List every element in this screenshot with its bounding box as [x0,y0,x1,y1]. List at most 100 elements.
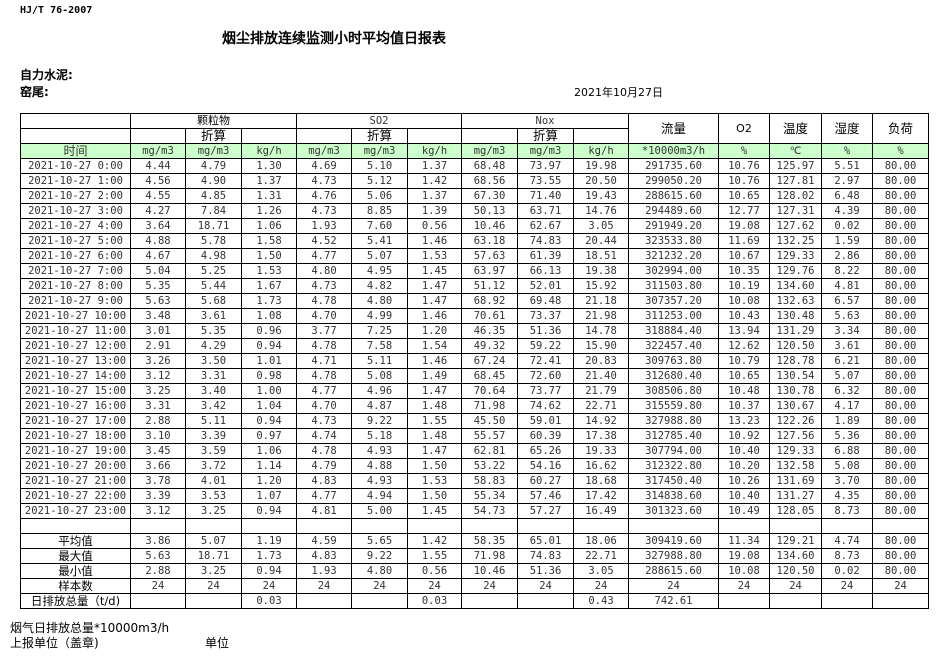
value-cell: 4.83 [296,473,353,489]
time-cell: 2021-10-27 7:00 [20,263,131,279]
value-cell: 1.39 [407,203,463,219]
summary-value [718,593,771,609]
summary-value: 3.25 [185,563,242,579]
value-cell: 1.08 [240,308,298,324]
summary-value: 58.35 [461,533,519,549]
summary-value: 24 [461,578,519,594]
empty-cell [351,518,409,534]
summary-value: 5.65 [351,533,409,549]
summary-value: 9.22 [351,548,409,564]
time-cell: 2021-10-27 22:00 [20,488,131,504]
header-time: 时间 [20,143,131,159]
value-cell: 4.01 [185,473,242,489]
value-cell: 80.00 [872,173,930,189]
empty-cell [407,518,463,534]
value-cell: 67.30 [461,188,519,204]
value-cell: 10.26 [718,473,771,489]
value-cell: 80.00 [872,383,930,399]
unit-cell: mg/m3 [185,143,242,159]
value-cell: 1.01 [240,353,298,369]
value-cell: 3.31 [130,398,186,414]
summary-label: 平均值 [20,533,131,549]
value-cell: 73.37 [517,308,575,324]
value-cell: 129.33 [769,248,823,264]
value-cell: 14.78 [573,323,630,339]
table-row: 2021-10-27 15:00 3.25 3.40 1.00 4.77 4.96 1.47… [20,383,930,399]
table-row: 2021-10-27 18:00 3.10 3.39 0.97 4.74 5.18 1.48… [20,428,930,444]
summary-label: 样本数 [20,578,131,594]
value-cell: 291735.60 [628,158,720,174]
value-cell: 22.71 [573,398,630,414]
value-cell: 7.58 [351,338,409,354]
value-cell: 4.90 [185,173,242,189]
table-row: 2021-10-27 20:00 3.66 3.72 1.14 4.79 4.88 1.50… [20,458,930,474]
value-cell: 1.45 [407,503,463,519]
summary-value: 129.21 [769,533,823,549]
value-cell: 57.63 [461,248,519,264]
value-cell: 68.56 [461,173,519,189]
value-cell: 63.71 [517,203,575,219]
value-cell: 2.97 [821,173,874,189]
value-cell: 134.60 [769,278,823,294]
value-cell: 4.78 [296,368,353,384]
value-cell: 4.78 [296,338,353,354]
empty-cell [821,518,874,534]
value-cell: 122.26 [769,413,823,429]
value-cell: 12.77 [718,203,771,219]
value-cell: 80.00 [872,458,930,474]
value-cell: 4.70 [296,398,353,414]
value-cell: 46.35 [461,323,519,339]
value-cell: 0.96 [240,323,298,339]
summary-label: 最大值 [20,548,131,564]
value-cell: 5.35 [185,323,242,339]
unit-row: 时间 mg/m3 mg/m3 kg/h mg/m3 mg/m3 kg/h mg/m3 mg/m3… [20,143,930,159]
time-cell: 2021-10-27 6:00 [20,248,131,264]
value-cell: 10.46 [461,218,519,234]
empty-cell [185,518,242,534]
time-cell: 2021-10-27 18:00 [20,428,131,444]
unit-cell: kg/h [407,143,463,159]
value-cell: 1.53 [407,473,463,489]
value-cell: 1.20 [240,473,298,489]
value-cell: 5.07 [351,248,409,264]
value-cell: 120.50 [769,338,823,354]
summary-label: 日排放总量（t/d) [20,593,131,609]
summary-value: 1.93 [296,563,353,579]
summary-value: 0.03 [407,593,463,609]
value-cell: 52.01 [517,278,575,294]
value-cell: 4.78 [296,293,353,309]
value-cell: 80.00 [872,218,930,234]
value-cell: 20.83 [573,353,630,369]
value-cell: 3.64 [130,218,186,234]
value-cell: 131.29 [769,323,823,339]
unit-cell: ℃ [769,143,823,159]
value-cell: 54.16 [517,458,575,474]
value-cell: 131.27 [769,488,823,504]
summary-value: 80.00 [872,533,930,549]
value-cell: 314838.60 [628,488,720,504]
value-cell: 65.26 [517,443,575,459]
value-cell: 302994.00 [628,263,720,279]
value-cell: 3.72 [185,458,242,474]
value-cell: 1.47 [407,443,463,459]
value-cell: 130.54 [769,368,823,384]
value-cell: 1.37 [407,158,463,174]
value-cell: 10.65 [718,188,771,204]
summary-value [769,593,823,609]
value-cell: 74.83 [517,233,575,249]
value-cell: 4.39 [821,203,874,219]
value-cell: 1.20 [407,323,463,339]
value-cell: 127.31 [769,203,823,219]
unit-cell: % [872,143,930,159]
value-cell: 10.67 [718,248,771,264]
value-cell: 80.00 [872,323,930,339]
table-row: 2021-10-27 21:00 3.78 4.01 1.20 4.83 4.93 1.53… [20,473,930,489]
value-cell: 68.48 [461,158,519,174]
value-cell: 10.79 [718,353,771,369]
table-row: 2021-10-27 0:00 4.44 4.79 1.30 4.69 5.10 1.37 6… [20,158,930,174]
time-cell: 2021-10-27 12:00 [20,338,131,354]
value-cell: 8.22 [821,263,874,279]
empty-row [20,518,930,534]
value-cell: 0.94 [240,413,298,429]
value-cell: 1.47 [407,293,463,309]
